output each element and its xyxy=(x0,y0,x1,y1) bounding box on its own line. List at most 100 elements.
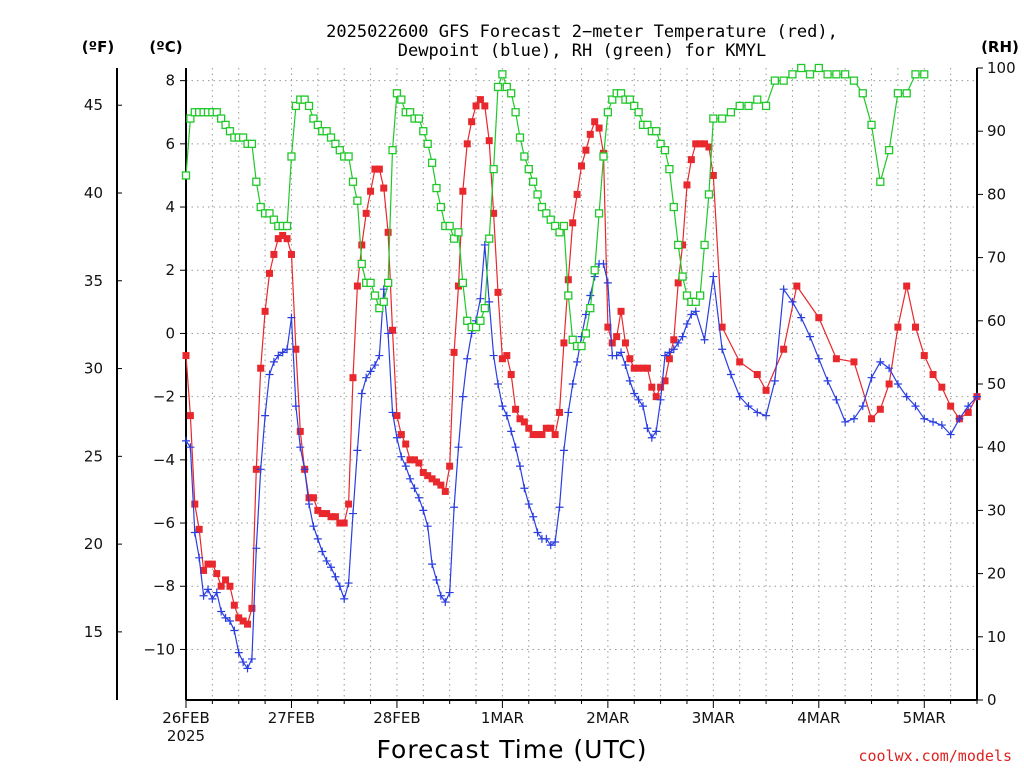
dewpoint-point xyxy=(920,414,929,423)
dewpoint-point xyxy=(463,354,472,363)
temperature-point xyxy=(406,456,414,464)
temperature-point xyxy=(868,415,876,423)
rh-point xyxy=(678,272,687,281)
rh-point xyxy=(700,240,709,250)
dewpoint-point xyxy=(432,575,441,584)
temperature-point xyxy=(815,314,823,322)
temperature-point xyxy=(512,405,520,413)
temperature-point xyxy=(793,282,801,290)
temperature-point xyxy=(367,187,375,195)
temperature-point xyxy=(472,102,480,110)
dewpoint-point xyxy=(634,395,643,404)
rh-point xyxy=(735,101,744,111)
temperature-point xyxy=(182,352,190,360)
rh-point xyxy=(858,89,867,98)
rh-point xyxy=(238,133,248,142)
x-tick-label: 1MAR xyxy=(481,709,524,727)
temperature-point xyxy=(635,364,643,372)
rh-point xyxy=(594,209,604,218)
rh-point xyxy=(568,335,577,344)
dewpoint-point xyxy=(221,613,230,622)
rh-point xyxy=(779,76,788,85)
x-tick-sublabel: 2025 xyxy=(167,727,205,745)
temperature-point xyxy=(736,358,744,366)
temperature-point xyxy=(340,519,348,527)
rh-point xyxy=(788,70,797,79)
temperature-point xyxy=(520,418,528,426)
temperature-point xyxy=(204,560,212,568)
rh-point xyxy=(186,114,195,123)
rh-point xyxy=(608,95,617,104)
rh-point xyxy=(546,215,555,224)
rh-point xyxy=(383,278,393,288)
dewpoint-point xyxy=(274,351,283,360)
temperature-point xyxy=(617,307,625,315)
dewpoint-point xyxy=(327,563,336,572)
credit-link[interactable]: coolwx.com/models xyxy=(858,747,1012,765)
temperature-point xyxy=(283,235,291,243)
rh-point xyxy=(884,146,894,155)
temperature-point xyxy=(239,617,247,625)
rh-point xyxy=(498,70,507,79)
temperature-point xyxy=(529,431,537,439)
temperature-point xyxy=(248,604,256,612)
temperature-point xyxy=(463,140,471,148)
x-axis-title: Forecast Time (UTC) xyxy=(377,735,648,764)
dewpoint-point xyxy=(217,607,226,616)
temperature-point xyxy=(292,345,300,353)
rh-point xyxy=(669,202,678,212)
temperature-point xyxy=(692,140,700,148)
rh-point xyxy=(348,177,358,186)
rh-point xyxy=(590,266,599,275)
rh-point xyxy=(634,108,643,117)
dewpoint-point xyxy=(419,506,428,515)
temperature-point xyxy=(252,465,260,473)
rh-point xyxy=(744,101,753,111)
temperature-point xyxy=(327,513,335,521)
rh-point xyxy=(893,89,903,98)
rh-point xyxy=(511,108,520,117)
dewpoint-point xyxy=(195,553,204,562)
temperature-point xyxy=(490,209,498,217)
temperature-point xyxy=(485,137,493,145)
c-tick-label: 8 xyxy=(165,72,175,90)
x-tick-label: 4MAR xyxy=(797,709,840,727)
temperature-point xyxy=(358,241,366,249)
rh-point xyxy=(691,297,700,306)
dewpoint-point xyxy=(814,354,823,363)
dewpoint-point xyxy=(551,538,560,546)
rh-point xyxy=(392,89,402,98)
dewpoint-point xyxy=(445,588,454,597)
dewpoint-point xyxy=(893,380,902,388)
temperature-point xyxy=(876,405,884,413)
rh-point xyxy=(309,114,318,123)
temperature-point xyxy=(441,487,449,495)
temperature-point xyxy=(534,431,542,439)
celsius-axis-label: (ºC) xyxy=(149,38,182,56)
rh-point xyxy=(502,82,511,92)
rh-point xyxy=(533,190,542,199)
temperature-point xyxy=(375,165,383,173)
temperature-point xyxy=(270,250,278,258)
rh-point xyxy=(832,70,841,79)
temperature-point xyxy=(679,241,687,249)
dewpoint-point xyxy=(450,503,459,512)
temperature-point xyxy=(309,494,317,502)
dewpoint-point xyxy=(234,648,243,657)
rh-point xyxy=(397,95,406,104)
dewpoint-point xyxy=(190,528,199,537)
rh-point xyxy=(599,152,608,161)
temperature-point xyxy=(911,323,919,331)
temperature-point xyxy=(718,323,726,331)
rh-point xyxy=(405,108,415,117)
dewpoint-point xyxy=(735,392,744,401)
dewpoint-point xyxy=(568,380,577,388)
dewpoint-point xyxy=(392,433,401,442)
x-tick-label: 3MAR xyxy=(692,709,735,727)
temperature-point xyxy=(345,500,353,508)
dewpoint-point xyxy=(955,414,964,423)
rh-tick-label: 50 xyxy=(987,375,1006,393)
rh-point xyxy=(357,259,366,269)
dewpoint-point xyxy=(964,402,973,411)
rh-point xyxy=(761,101,771,111)
